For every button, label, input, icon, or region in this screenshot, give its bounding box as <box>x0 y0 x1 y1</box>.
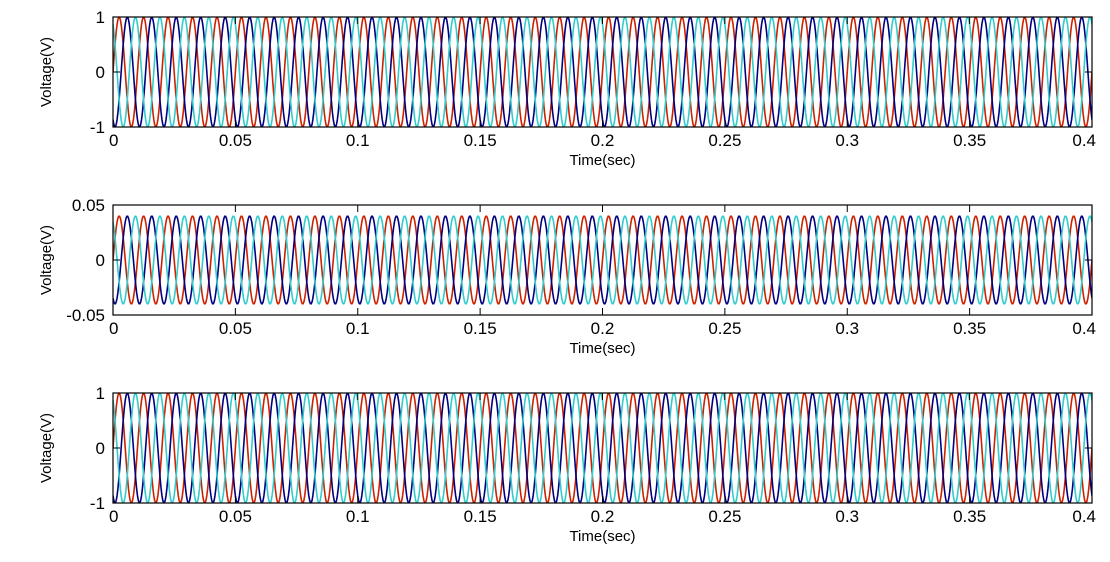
x-tick-label: 0.3 <box>835 131 859 150</box>
x-tick-label: 0 <box>109 507 118 526</box>
y-tick-label: 0 <box>96 439 105 458</box>
x-tick-label: 0.2 <box>591 131 615 150</box>
series-line-bottom-3 <box>113 393 1092 503</box>
x-tick-label: 0 <box>109 131 118 150</box>
x-tick-label: 0.1 <box>346 131 370 150</box>
y-tick-label: 0 <box>96 63 105 82</box>
series-line-bottom-2 <box>113 393 1092 503</box>
subplot-top: 0 0.05 0.1 0.15 0.2 0.25 0.3 0.35 0.4-101Time(se… <box>38 8 1096 169</box>
series-line-top-2 <box>113 17 1092 127</box>
x-axis-label: Time(sec) <box>569 528 635 545</box>
x-tick-label: 0.05 <box>219 507 252 526</box>
x-tick-label: 0.4 <box>1072 131 1096 150</box>
x-axis-label: Time(sec) <box>569 340 635 357</box>
series-line-bottom-1 <box>113 393 1092 503</box>
series-group <box>113 17 1092 127</box>
subplot-middle: 0 0.05 0.1 0.15 0.2 0.25 0.3 0.35 0.4-0.0500.05T… <box>38 196 1096 357</box>
x-tick-label: 0.2 <box>591 319 615 338</box>
y-tick-label: -1 <box>90 118 105 137</box>
x-tick-label: 0.4 <box>1072 507 1096 526</box>
x-tick-label: 0.35 <box>953 131 986 150</box>
y-tick-label: -1 <box>90 494 105 513</box>
series-group <box>113 215 1092 305</box>
y-tick-label: 0.05 <box>72 196 105 215</box>
series-line-middle-3 <box>113 215 1092 305</box>
y-tick-label: 1 <box>96 8 105 27</box>
series-line-middle-2 <box>113 215 1092 305</box>
x-tick-label: 0.05 <box>219 319 252 338</box>
x-tick-label: 0.25 <box>708 131 741 150</box>
y-axis-label: Voltage(V) <box>38 37 55 107</box>
x-axis-label: Time(sec) <box>569 152 635 169</box>
x-tick-label: 0.4 <box>1072 319 1096 338</box>
y-axis-label: Voltage(V) <box>38 413 55 483</box>
x-tick-label: 0.3 <box>835 319 859 338</box>
x-tick-label: 0.2 <box>591 507 615 526</box>
x-tick-label: 0.15 <box>464 131 497 150</box>
subplot-bottom: 0 0.05 0.1 0.15 0.2 0.25 0.3 0.35 0.4-101Time(se… <box>38 384 1096 545</box>
series-line-top-3 <box>113 17 1092 127</box>
series-line-top-1 <box>113 17 1092 127</box>
y-tick-label: 1 <box>96 384 105 403</box>
series-group <box>113 393 1092 503</box>
x-tick-label: 0.15 <box>464 319 497 338</box>
x-tick-label: 0.3 <box>835 507 859 526</box>
x-tick-label: 0 <box>109 319 118 338</box>
series-line-middle-1 <box>113 215 1092 305</box>
x-tick-label: 0.1 <box>346 507 370 526</box>
x-tick-label: 0.25 <box>708 507 741 526</box>
y-axis-label: Voltage(V) <box>38 225 55 295</box>
x-tick-label: 0.25 <box>708 319 741 338</box>
y-tick-label: 0 <box>96 251 105 270</box>
x-tick-label: 0.05 <box>219 131 252 150</box>
x-tick-label: 0.35 <box>953 507 986 526</box>
y-tick-label: -0.05 <box>66 306 105 325</box>
x-tick-label: 0.35 <box>953 319 986 338</box>
x-tick-label: 0.1 <box>346 319 370 338</box>
x-tick-label: 0.15 <box>464 507 497 526</box>
